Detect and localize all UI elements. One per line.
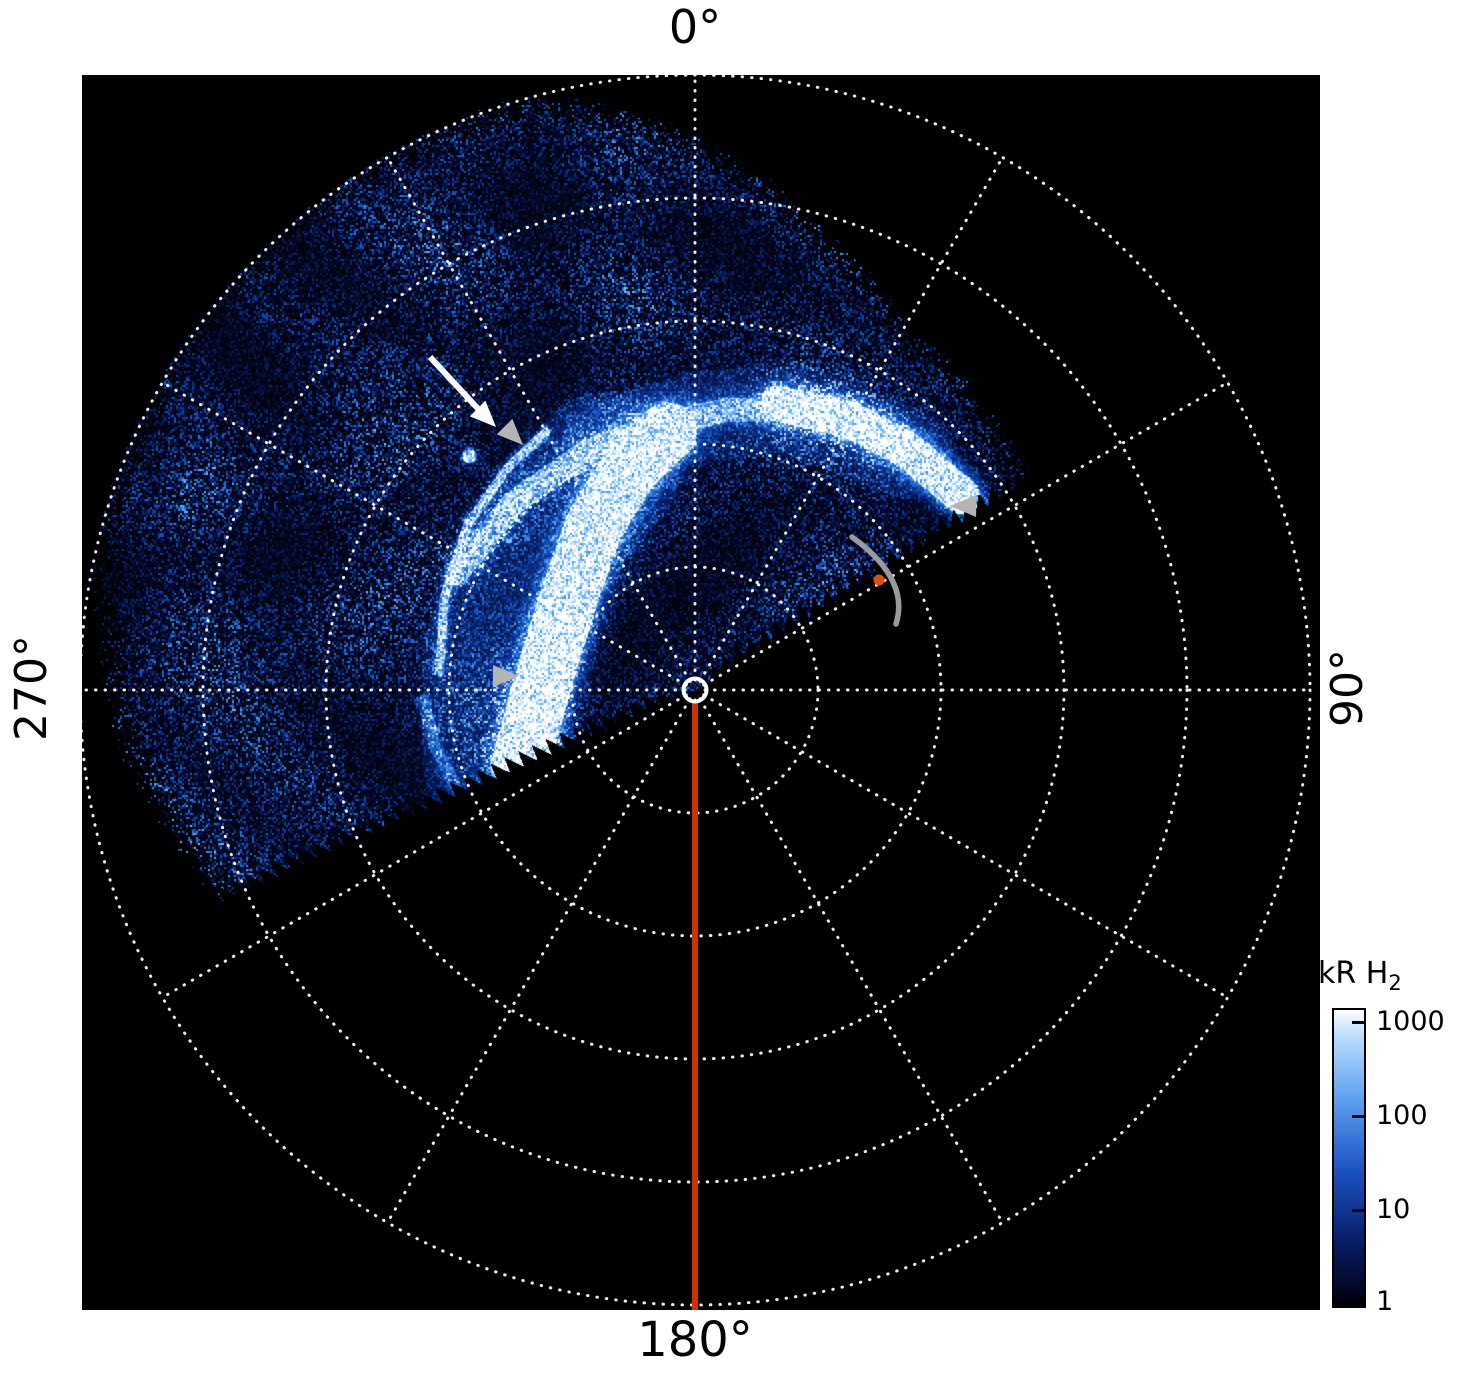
colorbar-tick-mark <box>1352 1021 1365 1024</box>
colorbar-tick-label: 1 <box>1376 1286 1394 1317</box>
colorbar-tick-label: 10 <box>1376 1194 1411 1225</box>
colorbar-tick-label: 1000 <box>1376 1006 1445 1037</box>
grid-spoke <box>702 693 1230 999</box>
grid-spoke <box>702 381 1230 687</box>
grid-spoke <box>386 155 692 683</box>
gray-arrowhead-icon <box>950 495 976 517</box>
angle-label-270: 270° <box>6 635 57 741</box>
grid-spoke <box>698 697 1004 1225</box>
gray-arrowhead-icon <box>493 665 519 687</box>
grid-ring <box>201 196 1189 1184</box>
colorbar-tick-mark <box>1352 1301 1365 1304</box>
grid-ring <box>82 75 1312 1307</box>
colorbar <box>1332 1008 1366 1308</box>
colorbar-title: kR H2 <box>1318 956 1468 995</box>
grid-spoke <box>160 381 688 687</box>
colorbar-title-sub: 2 <box>1388 971 1402 995</box>
annotation-layer <box>427 354 976 1310</box>
colorbar-title-text: kR H <box>1318 956 1389 991</box>
grid-spoke <box>698 155 1004 683</box>
angle-label-0: 0° <box>668 0 722 54</box>
grid-spoke <box>160 693 688 999</box>
track-arc <box>849 534 902 627</box>
colorbar-tick-mark <box>1352 1115 1365 1118</box>
white-arrow-icon <box>427 354 496 427</box>
colorbar-tick-label: 100 <box>1376 1100 1428 1131</box>
colorbar-tick-mark <box>1352 1209 1365 1212</box>
gray-arrowhead-icon <box>496 418 523 445</box>
aurora-image <box>82 75 1320 1310</box>
footprint-dot <box>873 574 885 586</box>
angle-label-90: 90° <box>1322 649 1373 727</box>
grid-spoke <box>386 697 692 1225</box>
angle-label-180: 180° <box>637 1312 753 1368</box>
plot-area <box>82 75 1320 1310</box>
center-marker <box>681 676 709 704</box>
